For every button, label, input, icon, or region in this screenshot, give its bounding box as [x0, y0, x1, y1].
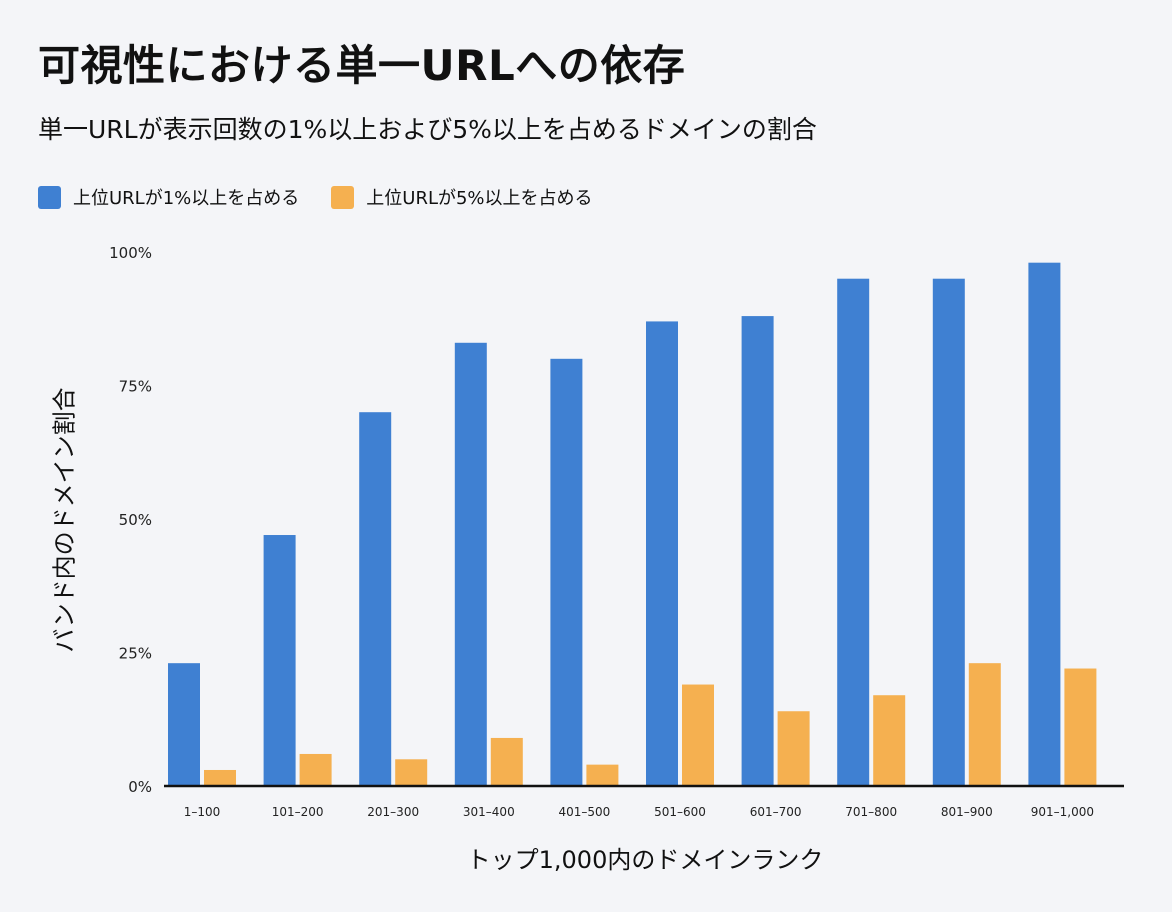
legend: 上位URLが1%以上を占める 上位URLが5%以上を占める: [38, 184, 625, 210]
x-tick-label: 801–900: [941, 805, 993, 819]
x-tick-label: 601–700: [750, 805, 802, 819]
bar-series-1: [646, 321, 678, 786]
bar-series-1: [454, 342, 487, 786]
legend-label-series-2: 上位URLが5%以上を占める: [366, 188, 593, 209]
bar-series-1: [1028, 262, 1061, 786]
legend-item-series-2: 上位URLが5%以上を占める: [331, 184, 593, 210]
bar-series-1: [263, 535, 296, 786]
x-tick-label: 401–500: [558, 805, 610, 819]
chart-title: 可視性における単一URLへの依存: [38, 41, 686, 90]
x-tick-label: 901–1,000: [1031, 805, 1094, 819]
x-axis-label: トップ1,000内のドメインランク: [466, 846, 824, 874]
bar-series-1: [932, 278, 965, 786]
legend-item-series-1: 上位URLが1%以上を占める: [38, 184, 299, 210]
bar-series-1: [359, 412, 392, 786]
y-tick-label: 25%: [119, 645, 152, 663]
bar-series-2: [968, 663, 1001, 786]
bar-series-2: [299, 753, 332, 786]
x-tick-label: 201–300: [367, 805, 419, 819]
legend-swatch-series-2: [331, 185, 355, 209]
bar-series-2: [777, 711, 810, 786]
bar-series-2: [873, 695, 906, 786]
bar-series-1: [168, 663, 200, 786]
bar-series-2: [586, 764, 619, 786]
y-tick-label: 100%: [109, 244, 152, 262]
y-tick-label: 50%: [119, 511, 152, 529]
bar-series-2: [490, 737, 523, 786]
bar-series-2: [1064, 668, 1097, 786]
chart-subtitle: 単一URLが表示回数の1%以上および5%以上を占めるドメインの割合: [38, 115, 817, 144]
y-tick-label: 0%: [128, 778, 152, 796]
x-tick-label: 101–200: [272, 805, 324, 819]
x-tick-label: 1–100: [184, 805, 221, 819]
legend-swatch-series-1: [38, 185, 61, 209]
bar-series-1: [741, 316, 774, 786]
bar-series-1: [550, 358, 583, 786]
bar-series-1: [837, 278, 870, 786]
bar-series-2: [204, 769, 236, 786]
y-tick-label: 75%: [119, 378, 152, 396]
x-tick-label: 301–400: [463, 805, 515, 819]
x-tick-label: 501–600: [654, 805, 706, 819]
legend-label-series-1: 上位URLが1%以上を占める: [73, 188, 300, 209]
bar-series-2: [682, 684, 714, 786]
x-tick-label: 701–800: [845, 805, 897, 819]
bar-series-2: [395, 759, 428, 786]
